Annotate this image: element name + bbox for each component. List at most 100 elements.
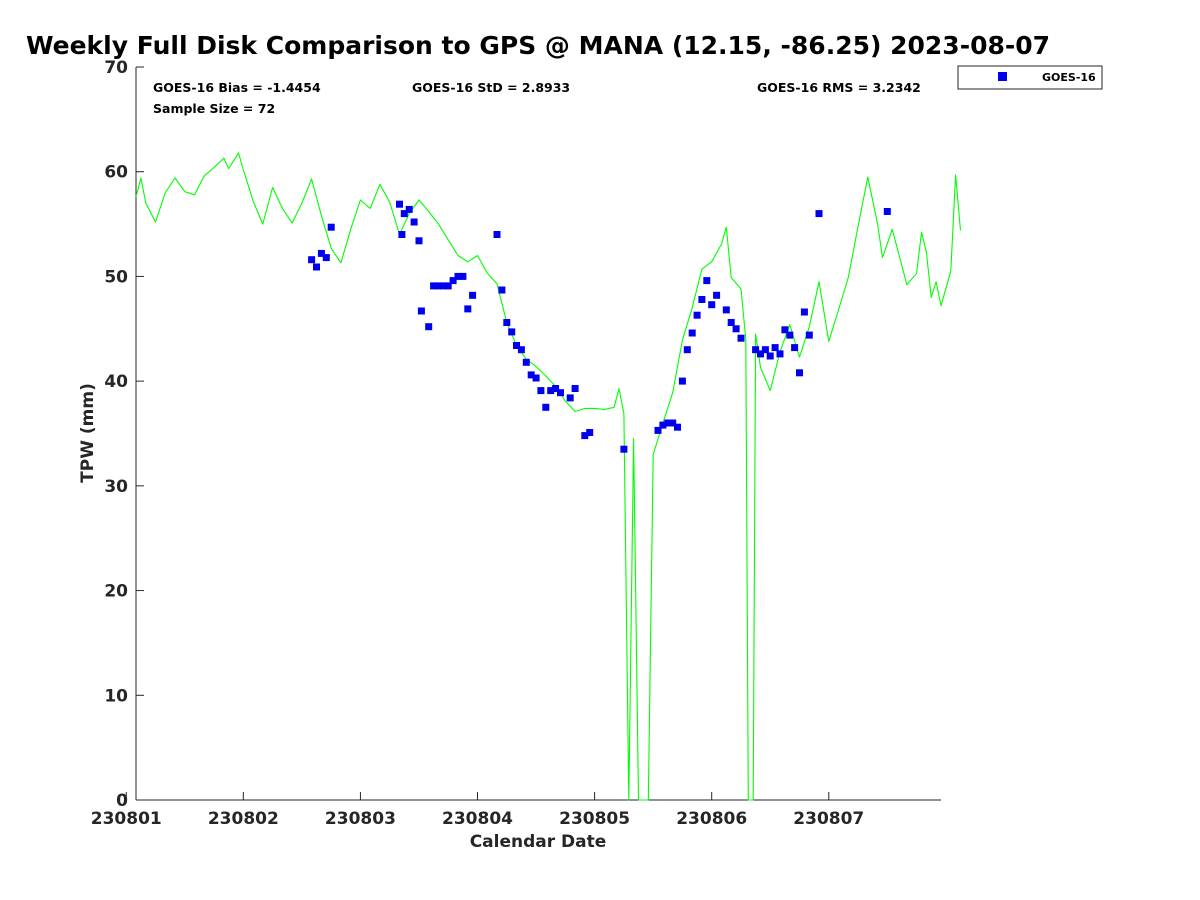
legend-square-marker <box>998 72 1007 81</box>
goes16-data-point <box>498 286 506 294</box>
rms-stat: GOES-16 RMS = 3.2342 <box>757 80 921 95</box>
goes16-data-point <box>776 350 784 358</box>
bias-stat: GOES-16 Bias = -1.4454 <box>153 80 321 95</box>
y-tick-label: 40 <box>104 372 128 392</box>
goes16-data-point <box>688 329 696 337</box>
goes16-data-point <box>683 346 691 354</box>
std-stat: GOES-16 StD = 2.8933 <box>412 80 570 95</box>
goes16-data-point <box>469 291 477 299</box>
goes16-data-point <box>752 346 760 354</box>
y-tick-label: 0 <box>116 791 128 811</box>
goes16-data-point <box>547 387 555 395</box>
goes16-data-point <box>722 306 730 314</box>
x-tick-label: 230802 <box>208 809 279 829</box>
goes16-data-point <box>439 282 447 290</box>
goes16-data-point <box>796 369 803 377</box>
x-tick-label: 230801 <box>91 809 162 829</box>
y-tick-label: 60 <box>104 163 128 183</box>
y-axis-ticks: 0 10 20 30 40 50 60 70 <box>104 58 144 811</box>
goes16-data-point <box>620 445 628 453</box>
goes16-data-point <box>449 277 457 285</box>
goes16-data-point <box>398 231 406 238</box>
goes16-data-point <box>757 350 764 358</box>
goes16-data-point <box>771 344 779 352</box>
goes16-data-point <box>522 358 530 366</box>
goes16-data-point <box>698 296 706 303</box>
y-tick-label: 10 <box>104 686 128 706</box>
goes16-data-point <box>708 301 716 309</box>
goes16-data-point <box>674 423 681 431</box>
goes16-data-point <box>405 205 413 213</box>
goes16-data-point <box>727 319 735 326</box>
goes16-data-point <box>532 374 540 382</box>
goes16-data-point <box>669 419 677 427</box>
goes16-data-point <box>415 237 423 245</box>
goes16-data-point <box>517 346 525 354</box>
goes16-data-point <box>664 419 672 427</box>
legend: GOES-16 <box>957 65 1103 90</box>
goes16-data-point <box>571 385 579 392</box>
goes16-data-point <box>693 311 701 319</box>
chart-title: Weekly Full Disk Comparison to GPS @ MAN… <box>26 31 1050 60</box>
goes16-data-point <box>566 394 574 402</box>
x-tick-label: 230803 <box>325 809 396 829</box>
goes16-data-point <box>417 307 425 315</box>
goes16-data-point <box>791 344 799 352</box>
goes16-data-point <box>327 223 335 231</box>
y-tick-label: 70 <box>104 58 128 78</box>
goes16-data-point <box>493 231 501 238</box>
goes16-data-point <box>786 331 794 339</box>
goes16-data-point <box>513 342 520 349</box>
goes16-data-point <box>654 426 662 434</box>
plot-area <box>135 67 962 801</box>
goes16-data-point <box>313 263 320 271</box>
goes16-data-point <box>435 282 442 290</box>
goes16-data-point <box>308 256 316 264</box>
y-axis-label: TPW (mm) <box>78 383 98 483</box>
legend-label-goes16: GOES-16 <box>1042 71 1096 84</box>
goes16-data-point <box>396 200 403 208</box>
y-tick-label: 30 <box>104 477 128 497</box>
goes16-data-point <box>737 334 745 342</box>
goes16-data-point <box>410 218 418 226</box>
goes16-data-point <box>322 254 330 262</box>
goes16-data-point <box>503 319 511 326</box>
goes16-data-point <box>542 403 550 411</box>
goes16-data-point <box>430 282 438 290</box>
goes16-data-point <box>581 432 589 440</box>
goes16-data-point <box>444 282 452 290</box>
goes16-data-point <box>659 421 667 429</box>
goes16-data-point <box>537 387 545 395</box>
goes16-data-point <box>552 385 560 392</box>
goes16-data-point <box>713 291 721 299</box>
goes16-data-point <box>464 305 472 313</box>
y-tick-label: 20 <box>104 582 128 602</box>
x-axis-label: Calendar Date <box>470 832 607 852</box>
goes16-data-point <box>781 326 789 334</box>
goes16-data-point <box>761 346 769 354</box>
goes16-data-point <box>703 277 711 285</box>
goes16-data-point <box>732 325 740 333</box>
goes16-data-point <box>805 331 813 339</box>
sample-size-stat: Sample Size = 72 <box>153 101 275 116</box>
x-axis-ticks: 230801 230802 230803 230804 230805 230806 2308… <box>91 792 864 829</box>
goes16-data-point <box>815 210 823 218</box>
goes16-data-point <box>527 371 535 379</box>
x-tick-label: 230806 <box>676 809 747 829</box>
x-tick-label: 230804 <box>442 809 513 829</box>
goes16-data-point <box>586 429 594 436</box>
goes16-data-point <box>800 308 808 316</box>
goes16-data-point <box>678 377 686 385</box>
goes16-data-point <box>883 208 891 215</box>
goes16-data-point <box>317 249 325 257</box>
x-tick-label: 230807 <box>793 809 864 829</box>
goes16-data-point <box>454 272 462 280</box>
goes16-data-point <box>425 323 433 331</box>
legend-box <box>957 65 1103 90</box>
goes16-data-point <box>508 328 516 336</box>
y-tick-label: 50 <box>104 267 128 287</box>
goes16-data-point <box>557 389 564 397</box>
goes16-data-point <box>400 210 408 218</box>
goes16-data-point <box>459 272 467 280</box>
